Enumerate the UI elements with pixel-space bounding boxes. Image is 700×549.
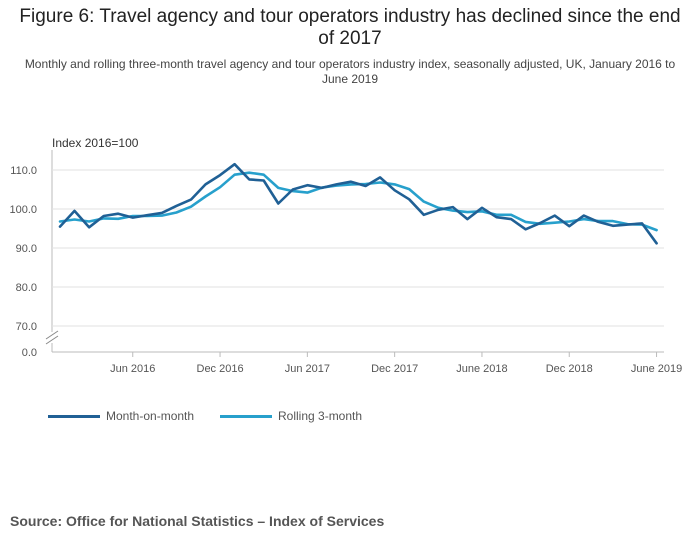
line-chart: Index 2016=100 110.0 100.0 90.0 80.0 70.0 0.0… [9, 136, 682, 375]
legend-label-month-on-month: Month-on-month [106, 409, 195, 423]
x-tick-label: Dec 2018 [546, 363, 593, 375]
x-tick-label: Dec 2016 [197, 363, 244, 375]
y-tick-label: 80.0 [16, 282, 37, 294]
x-tick-label: Jun 2017 [285, 363, 330, 375]
series-lines [58, 162, 658, 245]
source-note: Source: Office for National Statistics –… [10, 513, 385, 529]
chart-title: Figure 6: Travel agency and tour operato… [19, 6, 681, 49]
y-tick-label: 110.0 [10, 165, 37, 177]
gridlines [45, 150, 664, 352]
legend-swatch-month-on-month [48, 415, 100, 418]
y-axis-ticks: 110.0 100.0 90.0 80.0 70.0 0.0 [9, 165, 37, 359]
y-tick-label: 90.0 [16, 243, 37, 255]
x-tick-label: Jun 2016 [110, 363, 155, 375]
legend-label-rolling-3-month: Rolling 3-month [278, 409, 363, 423]
series-line-month-on-month [58, 162, 658, 245]
y-tick-label: 0.0 [22, 347, 37, 359]
x-tick-label: June 2019 [631, 363, 682, 375]
y-axis-title: Index 2016=100 [52, 136, 139, 150]
x-tick-label: Dec 2017 [371, 363, 418, 375]
x-tick-label: June 2018 [456, 363, 507, 375]
y-tick-label: 100.0 [9, 204, 37, 216]
axis-break-mark [45, 335, 59, 345]
x-axis: Jun 2016 Dec 2016 Jun 2017 Dec 2017 June 201… [52, 351, 682, 375]
y-tick-label: 70.0 [16, 321, 37, 333]
axis-break-mark [45, 330, 59, 340]
legend-swatch-rolling-3-month [220, 415, 272, 418]
series-line-rolling-3-month [58, 171, 658, 232]
chart-subtitle: Monthly and rolling three-month travel a… [24, 57, 676, 86]
